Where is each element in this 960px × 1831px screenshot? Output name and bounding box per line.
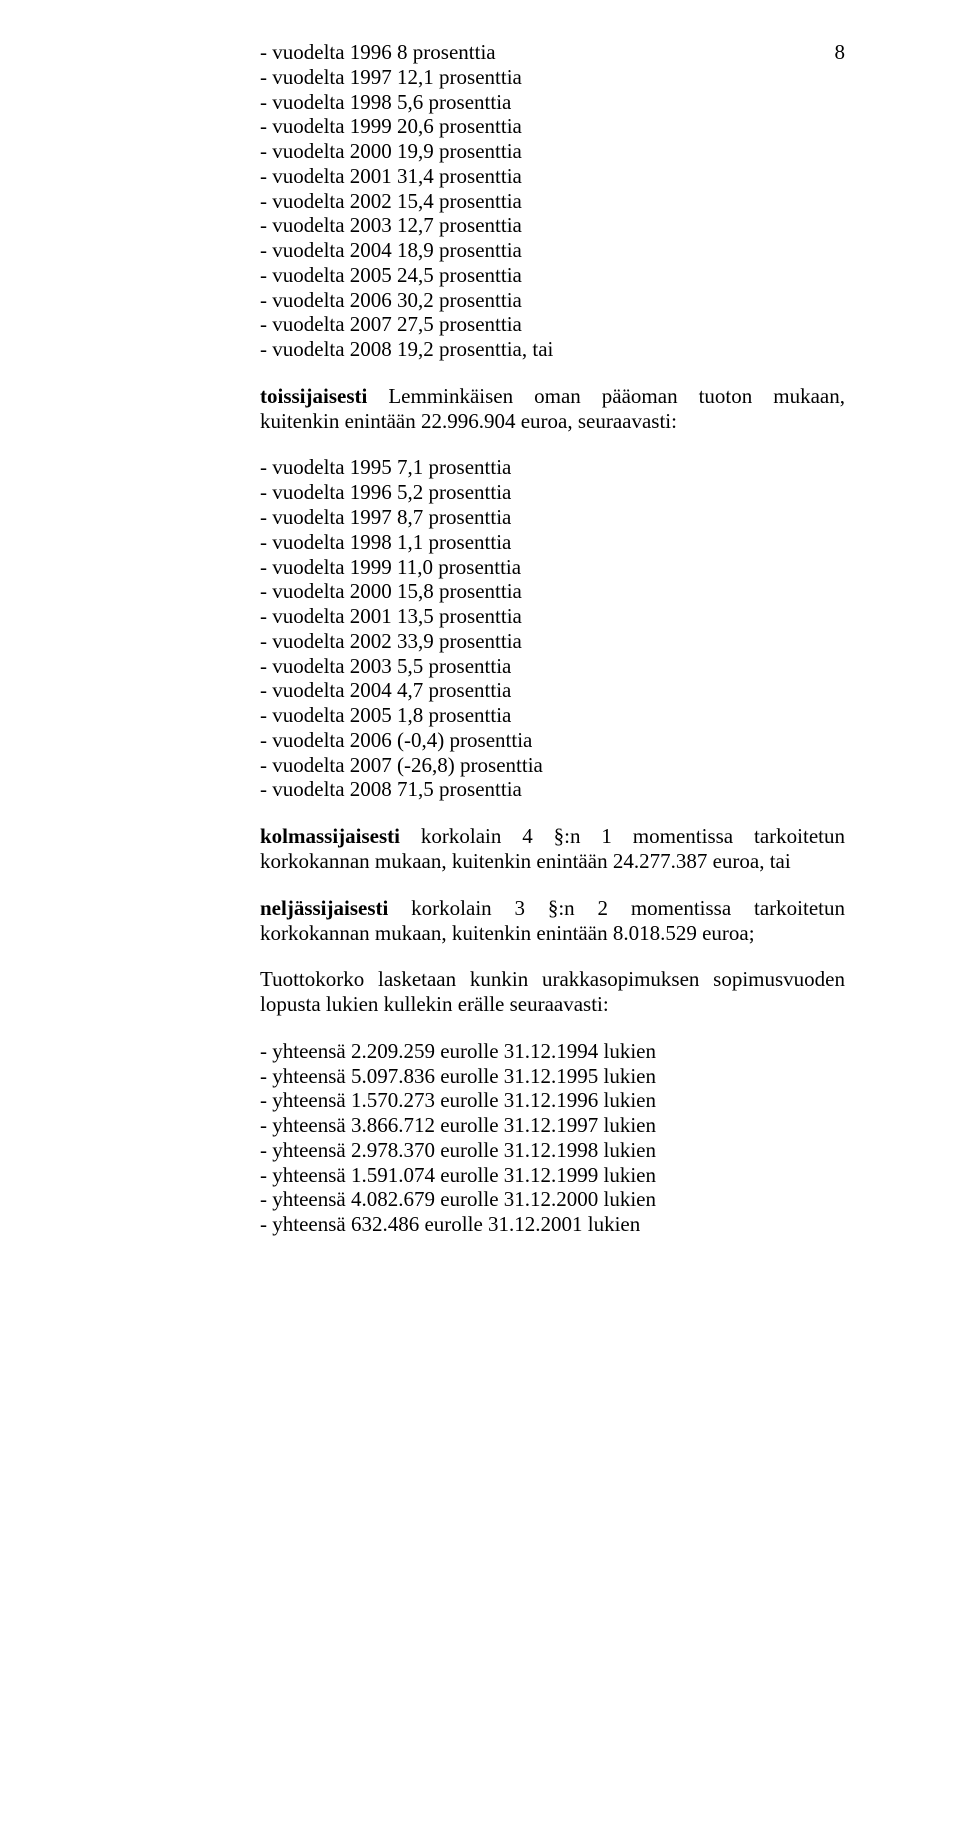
paragraph-neljassijaisesti: neljässijaisesti korkolain 3 §:n 2 momen… — [260, 896, 845, 946]
lead-toissijaisesti: toissijaisesti — [260, 384, 367, 408]
list-item: - yhteensä 3.866.712 eurolle 31.12.1997 … — [260, 1113, 845, 1138]
list-item: - vuodelta 2000 19,9 prosenttia — [260, 139, 845, 164]
list-item: - vuodelta 1996 5,2 prosenttia — [260, 480, 845, 505]
document-page: 8 - vuodelta 1996 8 prosenttia- vuodelta… — [0, 0, 960, 1277]
percent-list-a: - vuodelta 1996 8 prosenttia- vuodelta 1… — [260, 40, 845, 362]
list-item: - vuodelta 1998 1,1 prosenttia — [260, 530, 845, 555]
list-item: - yhteensä 632.486 eurolle 31.12.2001 lu… — [260, 1212, 845, 1237]
lead-neljassijaisesti: neljässijaisesti — [260, 896, 388, 920]
list-item: - vuodelta 2004 18,9 prosenttia — [260, 238, 845, 263]
list-item: - vuodelta 2008 19,2 prosenttia, tai — [260, 337, 845, 362]
list-item: - vuodelta 1998 5,6 prosenttia — [260, 90, 845, 115]
paragraph-tuottokorko: Tuottokorko lasketaan kunkin urakkasopim… — [260, 967, 845, 1017]
amount-list-g: - yhteensä 2.209.259 eurolle 31.12.1994 … — [260, 1039, 845, 1237]
list-item: - vuodelta 2003 12,7 prosenttia — [260, 213, 845, 238]
list-item: - vuodelta 1997 8,7 prosenttia — [260, 505, 845, 530]
list-item: - vuodelta 2005 1,8 prosenttia — [260, 703, 845, 728]
list-item: - vuodelta 2001 13,5 prosenttia — [260, 604, 845, 629]
list-item: - vuodelta 1995 7,1 prosenttia — [260, 455, 845, 480]
list-item: - yhteensä 5.097.836 eurolle 31.12.1995 … — [260, 1064, 845, 1089]
list-item: - vuodelta 2008 71,5 prosenttia — [260, 777, 845, 802]
list-item: - yhteensä 4.082.679 eurolle 31.12.2000 … — [260, 1187, 845, 1212]
list-item: - vuodelta 1997 12,1 prosenttia — [260, 65, 845, 90]
list-item: - vuodelta 2007 27,5 prosenttia — [260, 312, 845, 337]
list-item: - vuodelta 2007 (-26,8) prosenttia — [260, 753, 845, 778]
list-item: - vuodelta 2006 (-0,4) prosenttia — [260, 728, 845, 753]
list-item: - yhteensä 1.570.273 eurolle 31.12.1996 … — [260, 1088, 845, 1113]
list-item: - yhteensä 2.978.370 eurolle 31.12.1998 … — [260, 1138, 845, 1163]
list-item: - vuodelta 2006 30,2 prosenttia — [260, 288, 845, 313]
lead-kolmassijaisesti: kolmassijaisesti — [260, 824, 400, 848]
percent-list-c: - vuodelta 1995 7,1 prosenttia- vuodelta… — [260, 455, 845, 802]
list-item: - vuodelta 1999 20,6 prosenttia — [260, 114, 845, 139]
list-item: - vuodelta 2004 4,7 prosenttia — [260, 678, 845, 703]
list-item: - vuodelta 2002 15,4 prosenttia — [260, 189, 845, 214]
list-item: - vuodelta 2000 15,8 prosenttia — [260, 579, 845, 604]
list-item: - vuodelta 2005 24,5 prosenttia — [260, 263, 845, 288]
paragraph-kolmassijaisesti: kolmassijaisesti korkolain 4 §:n 1 momen… — [260, 824, 845, 874]
list-item: - vuodelta 1999 11,0 prosenttia — [260, 555, 845, 580]
list-item: - yhteensä 1.591.074 eurolle 31.12.1999 … — [260, 1163, 845, 1188]
list-item: - vuodelta 2003 5,5 prosenttia — [260, 654, 845, 679]
list-item: - vuodelta 1996 8 prosenttia — [260, 40, 845, 65]
list-item: - vuodelta 2002 33,9 prosenttia — [260, 629, 845, 654]
paragraph-toissijaisesti: toissijaisesti Lemminkäisen oman pääoman… — [260, 384, 845, 434]
page-number: 8 — [835, 40, 846, 65]
list-item: - yhteensä 2.209.259 eurolle 31.12.1994 … — [260, 1039, 845, 1064]
list-item: - vuodelta 2001 31,4 prosenttia — [260, 164, 845, 189]
